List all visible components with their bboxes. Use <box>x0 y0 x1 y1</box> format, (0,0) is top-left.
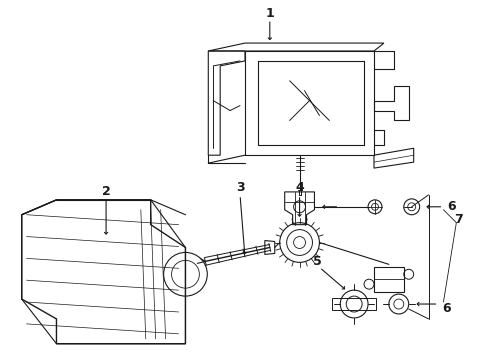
Text: 2: 2 <box>102 185 110 198</box>
Text: 6: 6 <box>442 302 451 315</box>
Text: 4: 4 <box>295 181 304 194</box>
Text: 5: 5 <box>313 255 322 268</box>
Text: 7: 7 <box>454 213 463 226</box>
Text: 3: 3 <box>236 181 245 194</box>
Bar <box>374 267 404 292</box>
Text: 6: 6 <box>447 200 456 213</box>
Text: 1: 1 <box>266 7 274 20</box>
